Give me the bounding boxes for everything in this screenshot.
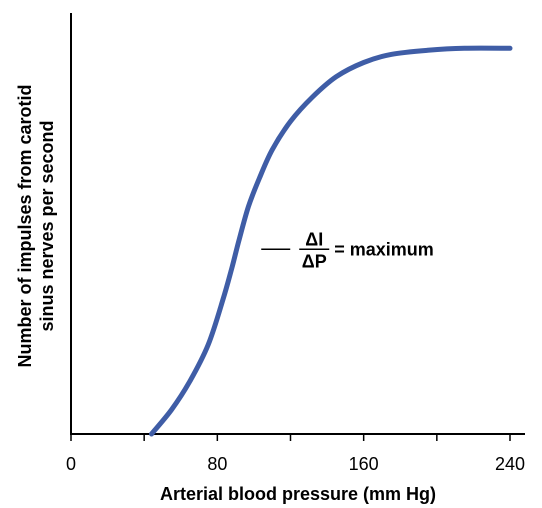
- x-tick-label: 240: [495, 454, 525, 474]
- y-axis-title-line2: sinus nerves per second: [37, 120, 57, 331]
- y-axis-title: Number of impulses from carotid sinus ne…: [15, 84, 57, 367]
- y-axis-title-line1: Number of impulses from carotid: [15, 84, 35, 367]
- x-tick-label: 0: [66, 454, 76, 474]
- x-tick-label: 80: [207, 454, 227, 474]
- annotation-numerator: ΔI: [305, 229, 323, 249]
- annotation-suffix: = maximum: [334, 239, 434, 259]
- x-ticks: [70, 434, 511, 441]
- x-axis-title: Arterial blood pressure (mm Hg): [160, 484, 436, 504]
- annotation-denominator: ΔP: [302, 251, 327, 271]
- slope-annotation: ΔI ΔP = maximum: [261, 229, 434, 271]
- x-tick-label: 160: [349, 454, 379, 474]
- series-line: [149, 45, 513, 437]
- x-tick-labels: 0 80 160 240: [66, 454, 525, 474]
